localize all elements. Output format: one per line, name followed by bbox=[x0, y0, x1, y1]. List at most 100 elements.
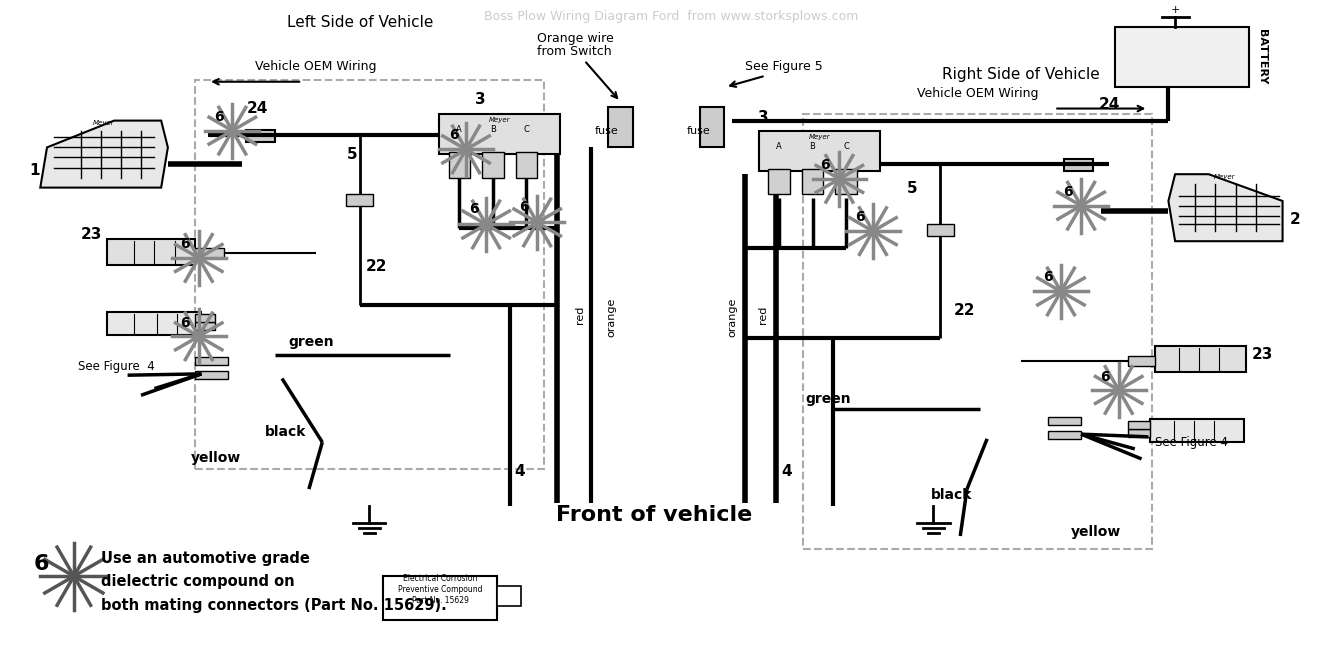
Text: 5: 5 bbox=[346, 147, 357, 162]
Text: 6: 6 bbox=[214, 110, 224, 123]
FancyBboxPatch shape bbox=[1128, 429, 1150, 437]
FancyBboxPatch shape bbox=[1128, 356, 1155, 366]
Text: 5: 5 bbox=[907, 181, 917, 196]
Text: 6: 6 bbox=[1100, 370, 1111, 383]
FancyBboxPatch shape bbox=[195, 371, 228, 379]
Text: 6: 6 bbox=[1042, 271, 1053, 284]
Text: C: C bbox=[524, 125, 529, 134]
Text: Meyer: Meyer bbox=[808, 134, 830, 139]
Text: See Figure 4: See Figure 4 bbox=[1155, 436, 1228, 448]
Text: See Figure 5: See Figure 5 bbox=[745, 60, 823, 73]
FancyBboxPatch shape bbox=[927, 224, 954, 236]
Text: 6: 6 bbox=[819, 158, 830, 172]
Text: 2: 2 bbox=[1289, 212, 1300, 227]
Text: Meyer: Meyer bbox=[93, 121, 114, 126]
Text: +: + bbox=[1171, 5, 1179, 15]
FancyBboxPatch shape bbox=[768, 169, 790, 194]
Text: 6: 6 bbox=[1062, 185, 1073, 198]
Polygon shape bbox=[40, 121, 168, 188]
FancyBboxPatch shape bbox=[802, 169, 823, 194]
Text: A: A bbox=[776, 142, 782, 151]
Text: fuse: fuse bbox=[686, 126, 710, 136]
FancyBboxPatch shape bbox=[1155, 346, 1246, 372]
Text: 6: 6 bbox=[854, 210, 865, 224]
Text: 6: 6 bbox=[469, 202, 479, 216]
Text: B: B bbox=[810, 142, 815, 151]
FancyBboxPatch shape bbox=[608, 107, 633, 147]
Text: red: red bbox=[757, 306, 768, 324]
Text: 22: 22 bbox=[954, 303, 975, 318]
FancyBboxPatch shape bbox=[1150, 419, 1244, 442]
FancyBboxPatch shape bbox=[195, 314, 215, 322]
Text: 23: 23 bbox=[1252, 347, 1273, 362]
Text: fuse: fuse bbox=[595, 126, 619, 136]
Text: green: green bbox=[289, 336, 334, 349]
Text: black: black bbox=[931, 488, 972, 502]
Text: See Figure  4: See Figure 4 bbox=[78, 360, 154, 373]
Text: 4: 4 bbox=[782, 464, 792, 478]
Text: 6: 6 bbox=[180, 316, 191, 330]
FancyBboxPatch shape bbox=[346, 194, 373, 206]
Text: 6: 6 bbox=[518, 200, 529, 214]
Text: orange: orange bbox=[727, 297, 737, 337]
Text: red: red bbox=[575, 306, 586, 324]
FancyBboxPatch shape bbox=[246, 130, 275, 142]
Text: Front of vehicle: Front of vehicle bbox=[556, 505, 752, 525]
Text: yellow: yellow bbox=[191, 452, 240, 465]
Text: B: B bbox=[490, 125, 496, 134]
Text: green: green bbox=[806, 393, 851, 406]
FancyBboxPatch shape bbox=[497, 586, 521, 606]
FancyBboxPatch shape bbox=[1048, 431, 1081, 439]
Text: orange: orange bbox=[606, 297, 616, 337]
Text: 3: 3 bbox=[475, 92, 486, 107]
FancyBboxPatch shape bbox=[383, 576, 497, 620]
Text: Meyer: Meyer bbox=[1214, 174, 1236, 180]
Text: 22: 22 bbox=[365, 259, 387, 274]
FancyBboxPatch shape bbox=[835, 169, 857, 194]
FancyBboxPatch shape bbox=[1064, 159, 1093, 171]
Text: Electrical Corrosion: Electrical Corrosion bbox=[403, 574, 478, 583]
FancyBboxPatch shape bbox=[482, 152, 504, 178]
Text: both mating connectors (Part No. 15629).: both mating connectors (Part No. 15629). bbox=[101, 598, 446, 612]
Text: C: C bbox=[843, 142, 849, 151]
FancyBboxPatch shape bbox=[107, 312, 201, 335]
Text: 6: 6 bbox=[34, 553, 50, 574]
Text: Preventive Compound: Preventive Compound bbox=[399, 585, 482, 594]
FancyBboxPatch shape bbox=[1128, 421, 1150, 429]
Text: Orange wire: Orange wire bbox=[537, 31, 614, 44]
Text: 23: 23 bbox=[81, 226, 102, 241]
Text: A: A bbox=[457, 125, 462, 134]
Text: 6: 6 bbox=[449, 129, 459, 142]
FancyBboxPatch shape bbox=[439, 114, 560, 154]
Text: Right Side of Vehicle: Right Side of Vehicle bbox=[941, 67, 1100, 82]
Text: 4: 4 bbox=[514, 464, 525, 478]
Text: Vehicle OEM Wiring: Vehicle OEM Wiring bbox=[255, 60, 376, 73]
Text: Boss Plow Wiring Diagram Ford  from www.storksplows.com: Boss Plow Wiring Diagram Ford from www.s… bbox=[485, 10, 858, 23]
Text: Vehicle OEM Wiring: Vehicle OEM Wiring bbox=[917, 87, 1038, 100]
Text: dielectric compound on: dielectric compound on bbox=[101, 574, 294, 589]
Text: 24: 24 bbox=[247, 100, 269, 115]
FancyBboxPatch shape bbox=[700, 107, 724, 147]
Text: Use an automotive grade: Use an automotive grade bbox=[101, 551, 310, 565]
FancyBboxPatch shape bbox=[759, 131, 880, 171]
FancyBboxPatch shape bbox=[195, 357, 228, 365]
FancyBboxPatch shape bbox=[107, 239, 195, 265]
Text: Part No. 15629: Part No. 15629 bbox=[412, 596, 469, 605]
Text: 3: 3 bbox=[757, 110, 768, 125]
Text: Left Side of Vehicle: Left Side of Vehicle bbox=[287, 15, 432, 29]
Polygon shape bbox=[1168, 174, 1283, 241]
Text: from Switch: from Switch bbox=[537, 45, 612, 58]
Text: black: black bbox=[265, 425, 306, 438]
Text: yellow: yellow bbox=[1070, 525, 1120, 539]
FancyBboxPatch shape bbox=[516, 152, 537, 178]
Text: 24: 24 bbox=[1099, 96, 1120, 111]
FancyBboxPatch shape bbox=[195, 322, 215, 330]
FancyBboxPatch shape bbox=[449, 152, 470, 178]
FancyBboxPatch shape bbox=[1115, 27, 1249, 87]
Text: BATTERY: BATTERY bbox=[1257, 29, 1268, 84]
Text: 6: 6 bbox=[180, 237, 191, 251]
FancyBboxPatch shape bbox=[1048, 417, 1081, 425]
Text: Meyer: Meyer bbox=[489, 117, 510, 123]
FancyBboxPatch shape bbox=[195, 248, 224, 258]
Text: 1: 1 bbox=[30, 163, 40, 178]
